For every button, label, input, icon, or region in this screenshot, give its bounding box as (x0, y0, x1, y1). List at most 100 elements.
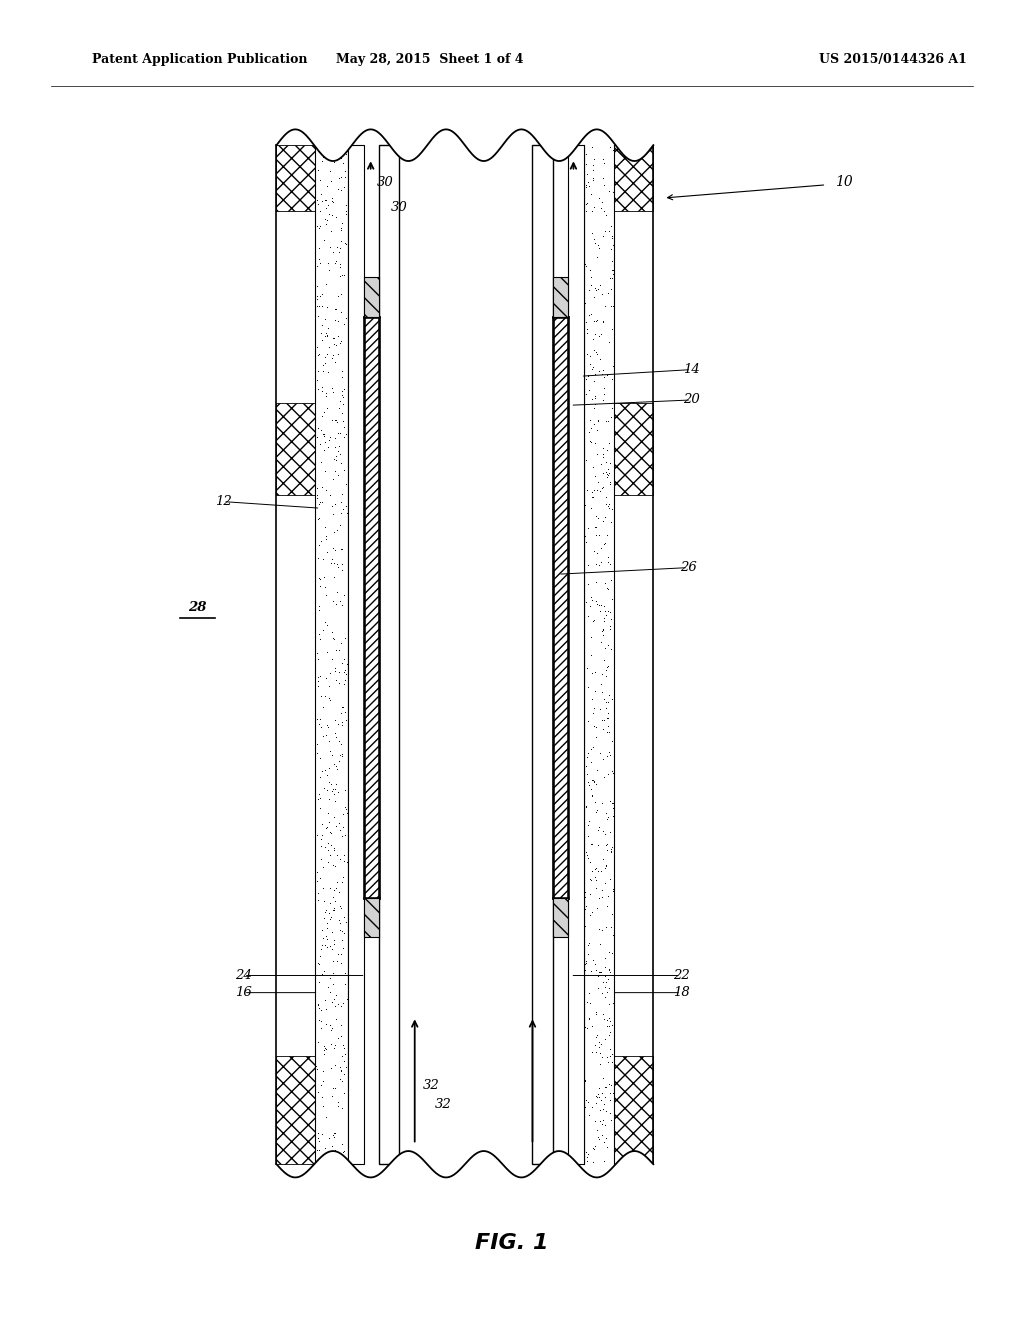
Point (326, 152, 342, 173)
Point (587, 791, 603, 812)
Point (592, 601, 608, 622)
Point (588, 1092, 604, 1113)
Point (331, 751, 347, 772)
Point (600, 458, 616, 479)
Point (310, 1031, 327, 1052)
Point (332, 256, 348, 277)
Point (586, 457, 602, 478)
Point (587, 466, 603, 487)
Point (325, 590, 341, 611)
Text: 32: 32 (435, 1098, 452, 1111)
Point (338, 474, 354, 495)
Point (588, 342, 604, 363)
Point (313, 825, 330, 846)
Point (336, 417, 352, 438)
Point (317, 1012, 334, 1034)
Point (332, 333, 348, 354)
Point (317, 461, 334, 482)
Point (309, 1059, 326, 1080)
Point (602, 137, 618, 158)
Point (591, 360, 607, 381)
Point (337, 825, 353, 846)
Point (326, 1126, 342, 1147)
Point (328, 449, 344, 470)
Point (600, 634, 616, 655)
Point (584, 589, 600, 610)
Point (586, 286, 602, 308)
Point (336, 1082, 352, 1104)
Point (329, 1008, 345, 1030)
Point (583, 779, 599, 800)
Point (316, 209, 333, 230)
Point (315, 566, 332, 587)
Point (578, 960, 594, 981)
Point (600, 411, 616, 432)
Point (590, 861, 606, 882)
Point (333, 734, 349, 755)
Point (309, 417, 326, 438)
Point (589, 420, 605, 441)
Point (312, 1074, 329, 1096)
Point (597, 858, 613, 879)
Point (581, 280, 597, 301)
Point (310, 343, 327, 364)
Point (334, 714, 350, 735)
Point (317, 585, 334, 606)
Point (308, 296, 325, 317)
Point (588, 960, 604, 981)
Point (336, 661, 352, 682)
Point (325, 627, 341, 648)
Point (593, 323, 609, 345)
Point (604, 730, 621, 751)
Point (336, 177, 352, 198)
Point (335, 393, 351, 414)
Point (589, 479, 605, 500)
Point (325, 242, 341, 263)
Point (593, 552, 609, 573)
Point (598, 659, 614, 680)
Point (604, 797, 621, 818)
Text: 20: 20 (683, 393, 699, 407)
Point (600, 715, 616, 737)
Point (599, 1015, 615, 1036)
Point (316, 401, 333, 422)
Point (325, 537, 341, 558)
Point (332, 896, 348, 917)
Point (325, 899, 341, 920)
Point (598, 1127, 614, 1148)
Point (328, 985, 344, 1006)
Point (587, 432, 603, 453)
Point (336, 459, 352, 480)
Point (595, 972, 611, 993)
Point (333, 1014, 349, 1035)
Point (600, 465, 616, 486)
Point (317, 667, 334, 688)
Point (597, 1086, 613, 1107)
Point (596, 1008, 612, 1030)
Point (594, 620, 610, 642)
Point (330, 1146, 346, 1167)
Point (581, 364, 597, 385)
Point (600, 498, 616, 519)
Point (583, 498, 599, 519)
Point (327, 494, 343, 515)
Point (599, 1047, 615, 1068)
Point (324, 1137, 340, 1158)
Point (316, 516, 333, 537)
Point (598, 486, 614, 507)
Point (327, 791, 343, 812)
Point (587, 363, 603, 384)
Point (584, 388, 600, 409)
Point (334, 360, 350, 381)
Point (327, 628, 343, 649)
Point (581, 825, 597, 846)
Point (584, 1041, 600, 1063)
Point (316, 424, 333, 445)
Point (338, 234, 354, 255)
Point (605, 993, 622, 1014)
Point (582, 595, 598, 616)
Bar (553, 898, 568, 937)
Point (582, 883, 598, 904)
Point (331, 168, 347, 189)
Point (577, 915, 593, 936)
